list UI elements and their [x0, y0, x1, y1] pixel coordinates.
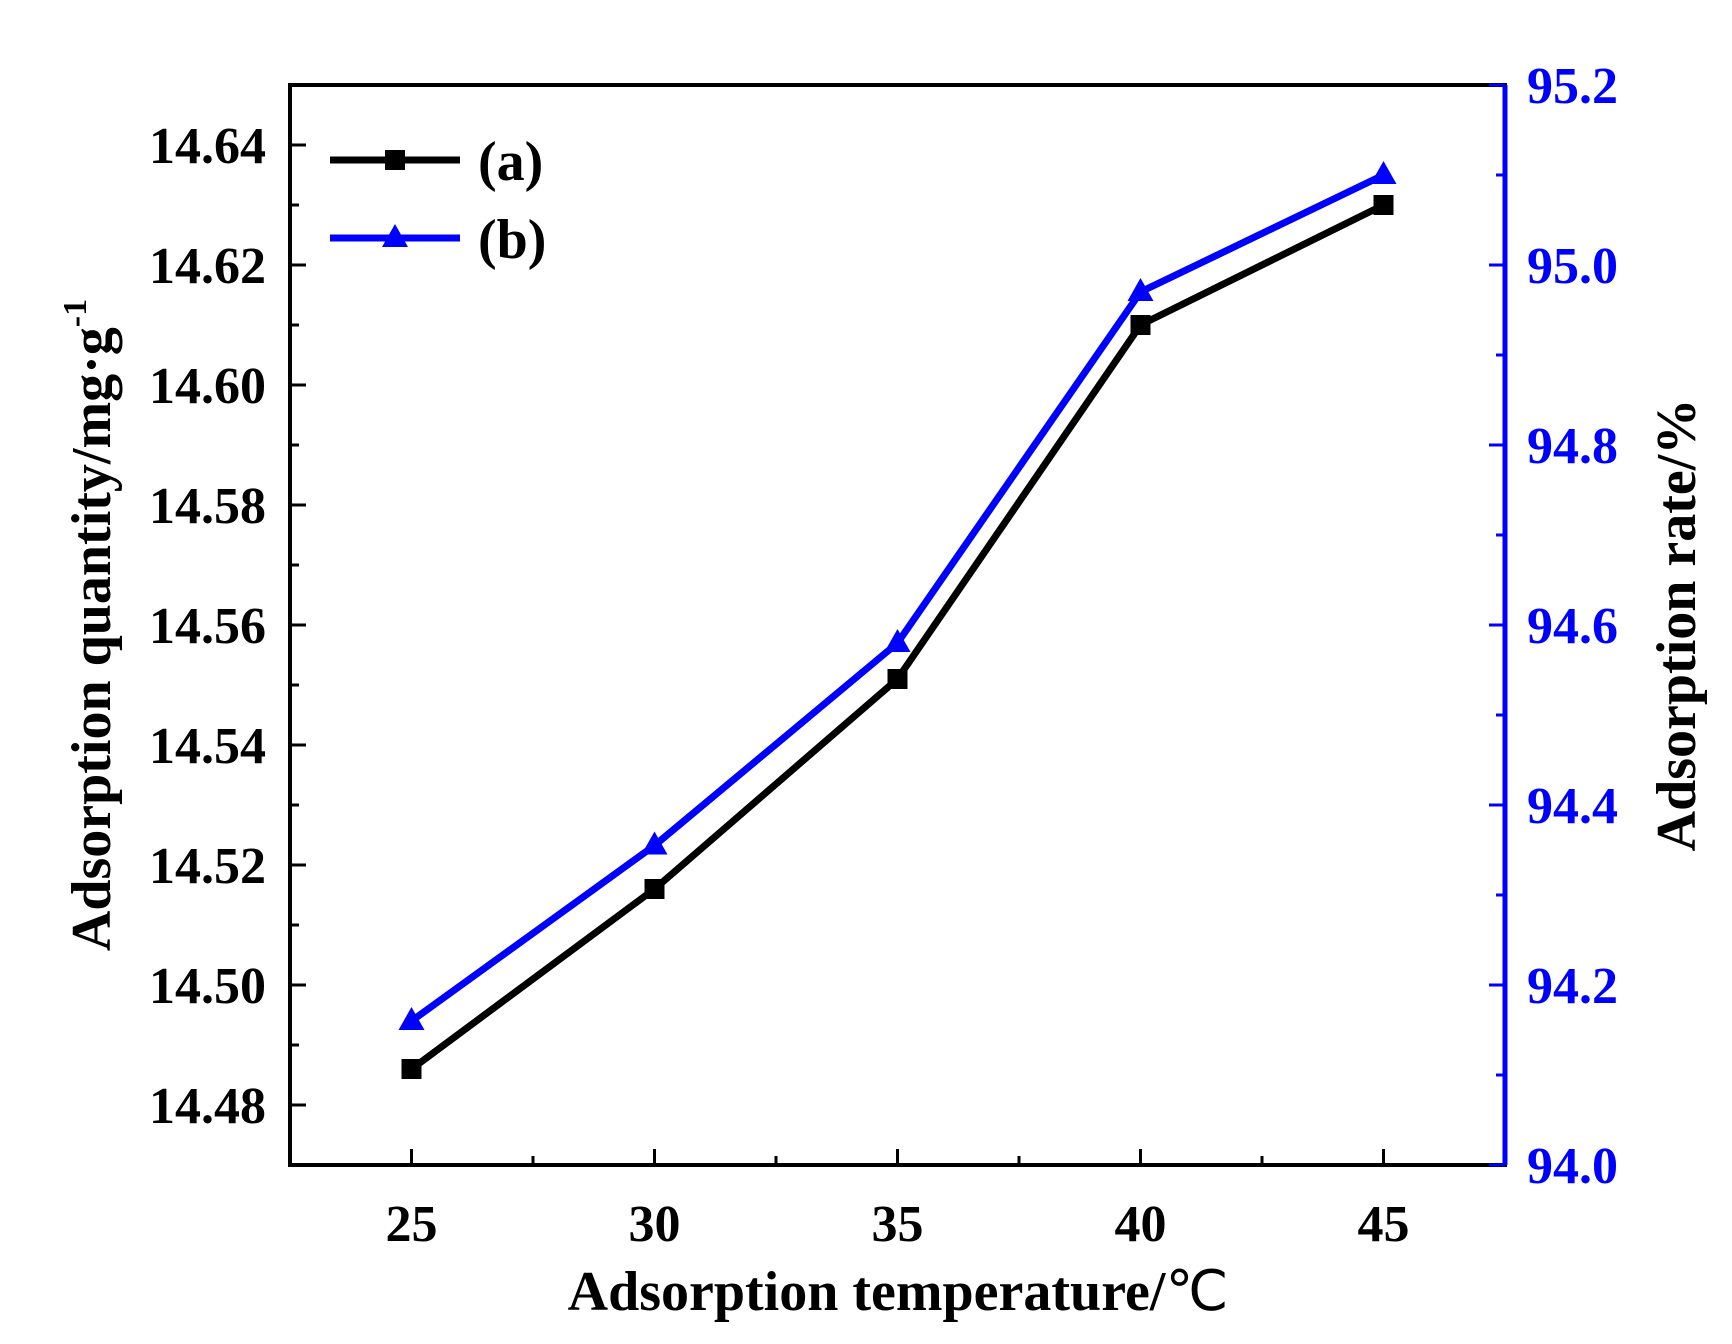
- point-b-triangle: [641, 831, 668, 855]
- y-left-tick-label: 14.54: [149, 718, 266, 775]
- legend-label-a: (a): [478, 131, 543, 193]
- point-b-triangle: [1370, 161, 1397, 184]
- y-right-tick-label: 94.8: [1527, 418, 1618, 475]
- y-right-tick-label: 94.0: [1527, 1138, 1618, 1195]
- point-a-square: [1373, 195, 1394, 215]
- legend-label-b: (b): [478, 209, 546, 271]
- y-left-axis-title-text: Adsorption quantity/mg·g: [61, 327, 123, 951]
- x-tick-label: 35: [872, 1196, 924, 1253]
- y-left-axis-title: Adsorption quantity/mg·g-1: [57, 299, 123, 951]
- y-right-tick-label: 95.2: [1527, 58, 1618, 115]
- point-b-triangle: [398, 1007, 425, 1030]
- y-left-tick-label: 14.60: [149, 358, 266, 415]
- x-tick-label: 25: [386, 1196, 438, 1253]
- y-left-tick-label: 14.64: [149, 118, 266, 175]
- x-axis-title-text: Adsorption temperature/: [568, 1261, 1167, 1323]
- y-right-tick-label: 94.6: [1527, 598, 1618, 655]
- x-tick-label: 30: [629, 1196, 681, 1253]
- y-right-axis-title: Adsorption rate/%: [1646, 399, 1708, 852]
- y-left-axis-ticks: 14.48 14.50 14.52 14.54 14.56 14.58 14.60 14.62…: [149, 83, 306, 1135]
- point-a-square: [1130, 315, 1151, 335]
- y-right-tick-label: 95.0: [1527, 238, 1618, 295]
- legend-item-b: (b): [330, 209, 546, 271]
- plot-frame: [288, 83, 1507, 1167]
- series-layer: [398, 161, 1397, 1079]
- y-left-axis-title-sup: -1: [57, 299, 94, 327]
- legend: (a) (b): [330, 131, 546, 271]
- y-right-axis-ticks: 94.0 94.2 94.4 94.6 94.8 95.0 95.2: [1489, 58, 1618, 1195]
- point-a-square: [401, 1059, 422, 1079]
- series-line-b: [409, 171, 1386, 1024]
- point-a-square: [887, 669, 908, 689]
- y-right-tick-label: 94.2: [1527, 958, 1618, 1015]
- point-b-triangle: [884, 629, 911, 652]
- legend-item-a: (a): [330, 131, 543, 193]
- x-axis-title-unit: ℃: [1165, 1259, 1228, 1324]
- x-axis-ticks: 25 30 35 40 45: [386, 1149, 1410, 1253]
- y-left-tick-label: 14.52: [149, 838, 266, 895]
- legend-marker-triangle: [382, 224, 408, 247]
- y-right-tick-label: 94.4: [1527, 778, 1618, 835]
- y-left-tick-label: 14.62: [149, 238, 266, 295]
- x-tick-label: 45: [1358, 1196, 1410, 1253]
- y-left-tick-label: 14.50: [149, 958, 266, 1015]
- y-left-tick-label: 14.56: [149, 598, 266, 655]
- y-left-tick-label: 14.58: [149, 478, 266, 535]
- legend-marker-square: [385, 150, 405, 170]
- y-left-tick-label: 14.48: [149, 1078, 266, 1135]
- x-tick-label: 40: [1115, 1196, 1167, 1253]
- point-b-triangle: [1127, 278, 1154, 301]
- x-axis-title: Adsorption temperature/℃: [568, 1259, 1229, 1324]
- point-a-square: [644, 879, 665, 899]
